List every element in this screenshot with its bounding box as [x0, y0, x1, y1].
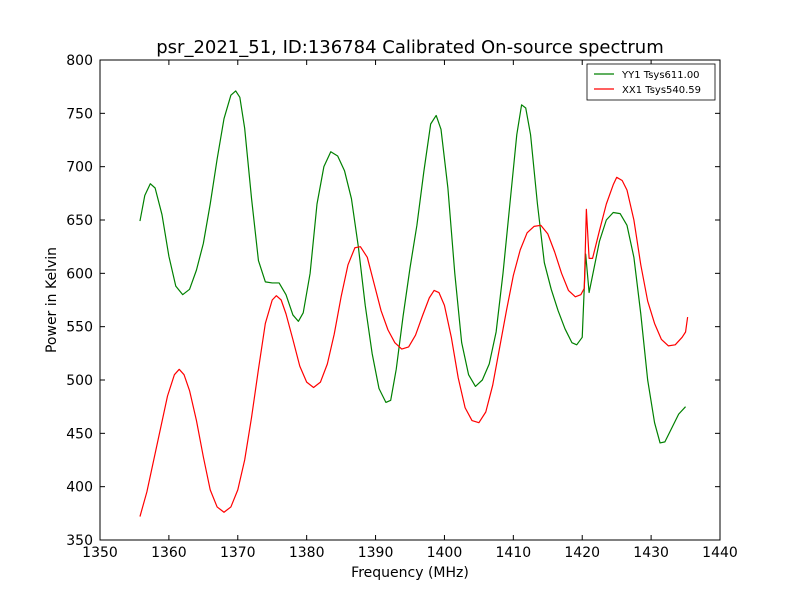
x-tick-label: 1400	[427, 545, 463, 561]
x-tick-label: 1420	[564, 545, 600, 561]
x-tick-label: 1350	[82, 545, 118, 561]
y-tick-label: 800	[66, 53, 93, 69]
legend-label-xx1: XX1 Tsys540.59	[622, 85, 701, 96]
x-tick-label: 1380	[289, 545, 325, 561]
chart-title: psr_2021_51, ID:136784 Calibrated On-sou…	[156, 37, 664, 58]
y-tick-label: 750	[66, 106, 93, 122]
x-tick-label: 1360	[151, 545, 187, 561]
legend-label-yy1: YY1 Tsys611.00	[621, 70, 700, 81]
x-ticks: 1350 1360 1370 1380 1390 1400 1410 1420 1430 1440	[82, 60, 738, 561]
x-tick-label: 1430	[633, 545, 669, 561]
series-line-xx1	[139, 176, 689, 517]
x-tick-label: 1370	[220, 545, 256, 561]
y-axis-title: Power in Kelvin	[44, 247, 60, 353]
series-line-yy1	[139, 90, 687, 444]
y-tick-label: 450	[66, 426, 93, 442]
x-tick-label: 1390	[358, 545, 394, 561]
y-ticks: 350 400 450 500 550 600 650 700 750 800	[66, 53, 720, 549]
y-tick-label: 700	[66, 160, 93, 176]
legend-box	[586, 63, 716, 101]
y-tick-label: 600	[66, 266, 93, 282]
x-axis-title: Frequency (MHz)	[351, 565, 469, 581]
plot-border	[99, 59, 721, 541]
series-layer	[139, 90, 689, 517]
x-tick-label: 1440	[702, 545, 738, 561]
y-tick-label: 400	[66, 480, 93, 496]
y-tick-label: 550	[66, 320, 93, 336]
plot-area: 1350 1360 1370 1380 1390 1400 1410 1420 1430 1440…	[66, 53, 738, 561]
y-tick-label: 500	[66, 373, 93, 389]
legend: YY1 Tsys611.00 XX1 Tsys540.59	[586, 63, 716, 101]
x-tick-label: 1410	[496, 545, 532, 561]
y-tick-label: 650	[66, 213, 93, 229]
plot-frame	[100, 60, 720, 540]
y-tick-label: 350	[66, 533, 93, 549]
